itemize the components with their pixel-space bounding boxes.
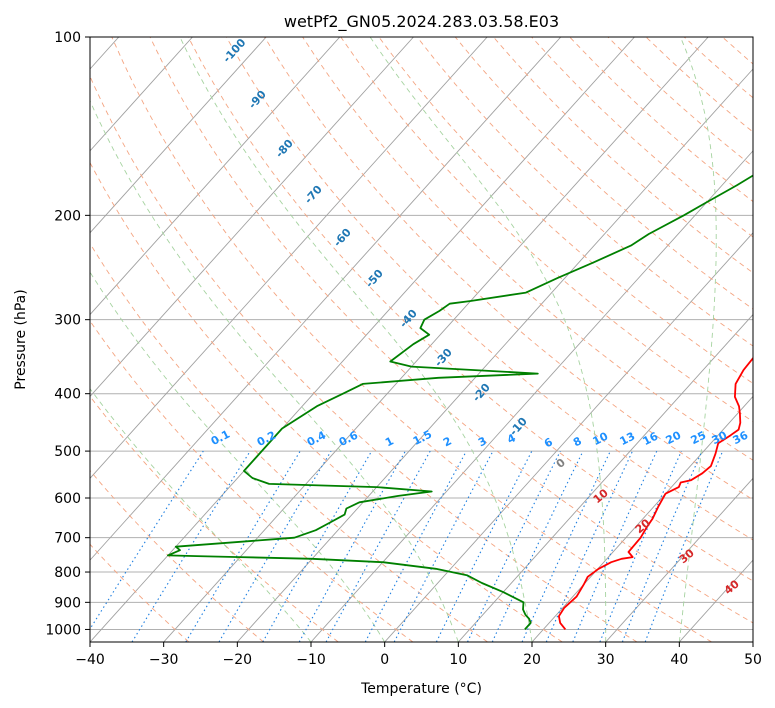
profile-series [167, 174, 753, 630]
y-tick-label: 400 [54, 387, 81, 403]
mixing-ratio-label: 16 [641, 429, 661, 448]
x-tick-label: −40 [75, 652, 105, 668]
isotherm-line [90, 37, 488, 480]
y-tick-label: 300 [54, 313, 81, 329]
dry-adiabat-line [302, 37, 753, 461]
isotherm-line [236, 68, 753, 642]
profile-line [558, 356, 753, 630]
x-tick-label: 20 [523, 652, 541, 668]
mixing-ratio-line [218, 450, 332, 642]
mixing-ratio-line [185, 450, 301, 642]
y-tick-label: 500 [54, 444, 81, 460]
isotherm-line [90, 37, 341, 316]
dry-adiabat-line [90, 469, 264, 642]
dry-adiabat-line [90, 395, 339, 642]
moist-adiabat-line [90, 388, 312, 642]
mixing-ratio-label: 30 [710, 428, 730, 447]
isotherm-line [531, 395, 753, 642]
x-tick-label: 0 [380, 652, 389, 668]
mixing-ratio-label: 36 [731, 428, 751, 447]
moist-adiabat-line [90, 99, 459, 642]
mixing-ratio-line [491, 450, 584, 642]
x-axis-ticks: −40 −30 −20 −10 0 10 20 30 40 50 [75, 642, 762, 668]
isotherm-line [90, 37, 562, 561]
y-tick-label: 900 [54, 595, 81, 611]
plot-frame [89, 36, 754, 643]
x-tick-label: 40 [670, 652, 688, 668]
x-tick-label: −10 [296, 652, 326, 668]
mixing-ratio-label: 10 [591, 429, 611, 448]
isotherm-line [90, 37, 414, 398]
mixing-ratio-line [131, 450, 251, 642]
x-tick-label: 50 [744, 652, 762, 668]
x-tick-label: 10 [449, 652, 467, 668]
x-axis-label: Temperature (°C) [360, 681, 482, 697]
mixing-ratio-label: 20 [664, 428, 684, 447]
moist-adiabat-line [678, 37, 717, 642]
y-axis-ticks: 100 200 300 400 500 600 700 800 900 1000 [45, 30, 90, 638]
dry-adiabat-line [225, 37, 753, 541]
x-tick-label: 30 [597, 652, 615, 668]
isotherm-line [457, 313, 753, 642]
mixing-ratio-line [467, 450, 561, 642]
dry-adiabat-line [149, 37, 753, 624]
y-tick-label: 200 [54, 208, 81, 224]
profile-line [167, 174, 753, 630]
isotherm-line [384, 232, 753, 642]
isotherm-line [90, 37, 193, 152]
mixing-ratio-line [90, 450, 204, 630]
isotherm-line [90, 37, 635, 642]
pressure-grid [90, 36, 753, 630]
dry-adiabat-line [111, 37, 712, 642]
dry-adiabat-line [90, 75, 638, 642]
y-tick-label: 1000 [45, 622, 81, 638]
isotherm-line [90, 37, 267, 234]
y-axis-label: Pressure (hPa) [13, 289, 29, 389]
isotherm-line [605, 477, 753, 642]
dry-adiabat-line [187, 37, 753, 582]
x-tick-label: −30 [149, 652, 179, 668]
y-tick-label: 600 [54, 491, 81, 507]
dry-adiabat-line [90, 161, 563, 642]
moist-adiabat-line [90, 271, 386, 642]
dry-adiabat-line [416, 37, 753, 347]
y-tick-label: 800 [54, 565, 81, 581]
y-tick-label: 100 [54, 30, 81, 46]
dry-adiabat-line [90, 242, 488, 642]
dry-adiabat-line [264, 37, 753, 501]
mixing-ratio-label: 25 [689, 429, 709, 448]
y-tick-label: 700 [54, 531, 81, 547]
x-tick-label: −20 [223, 652, 253, 668]
thermo-background-lines [90, 37, 753, 642]
mixing-ratio-line [364, 450, 467, 642]
mixing-ratio-label: 13 [618, 430, 638, 449]
chart-title: wetPf2_GN05.2024.283.03.58.E03 [284, 12, 559, 32]
moist-adiabat-line [179, 37, 533, 642]
moist-adiabat-line [369, 37, 607, 642]
mixing-ratio-line [521, 450, 611, 642]
